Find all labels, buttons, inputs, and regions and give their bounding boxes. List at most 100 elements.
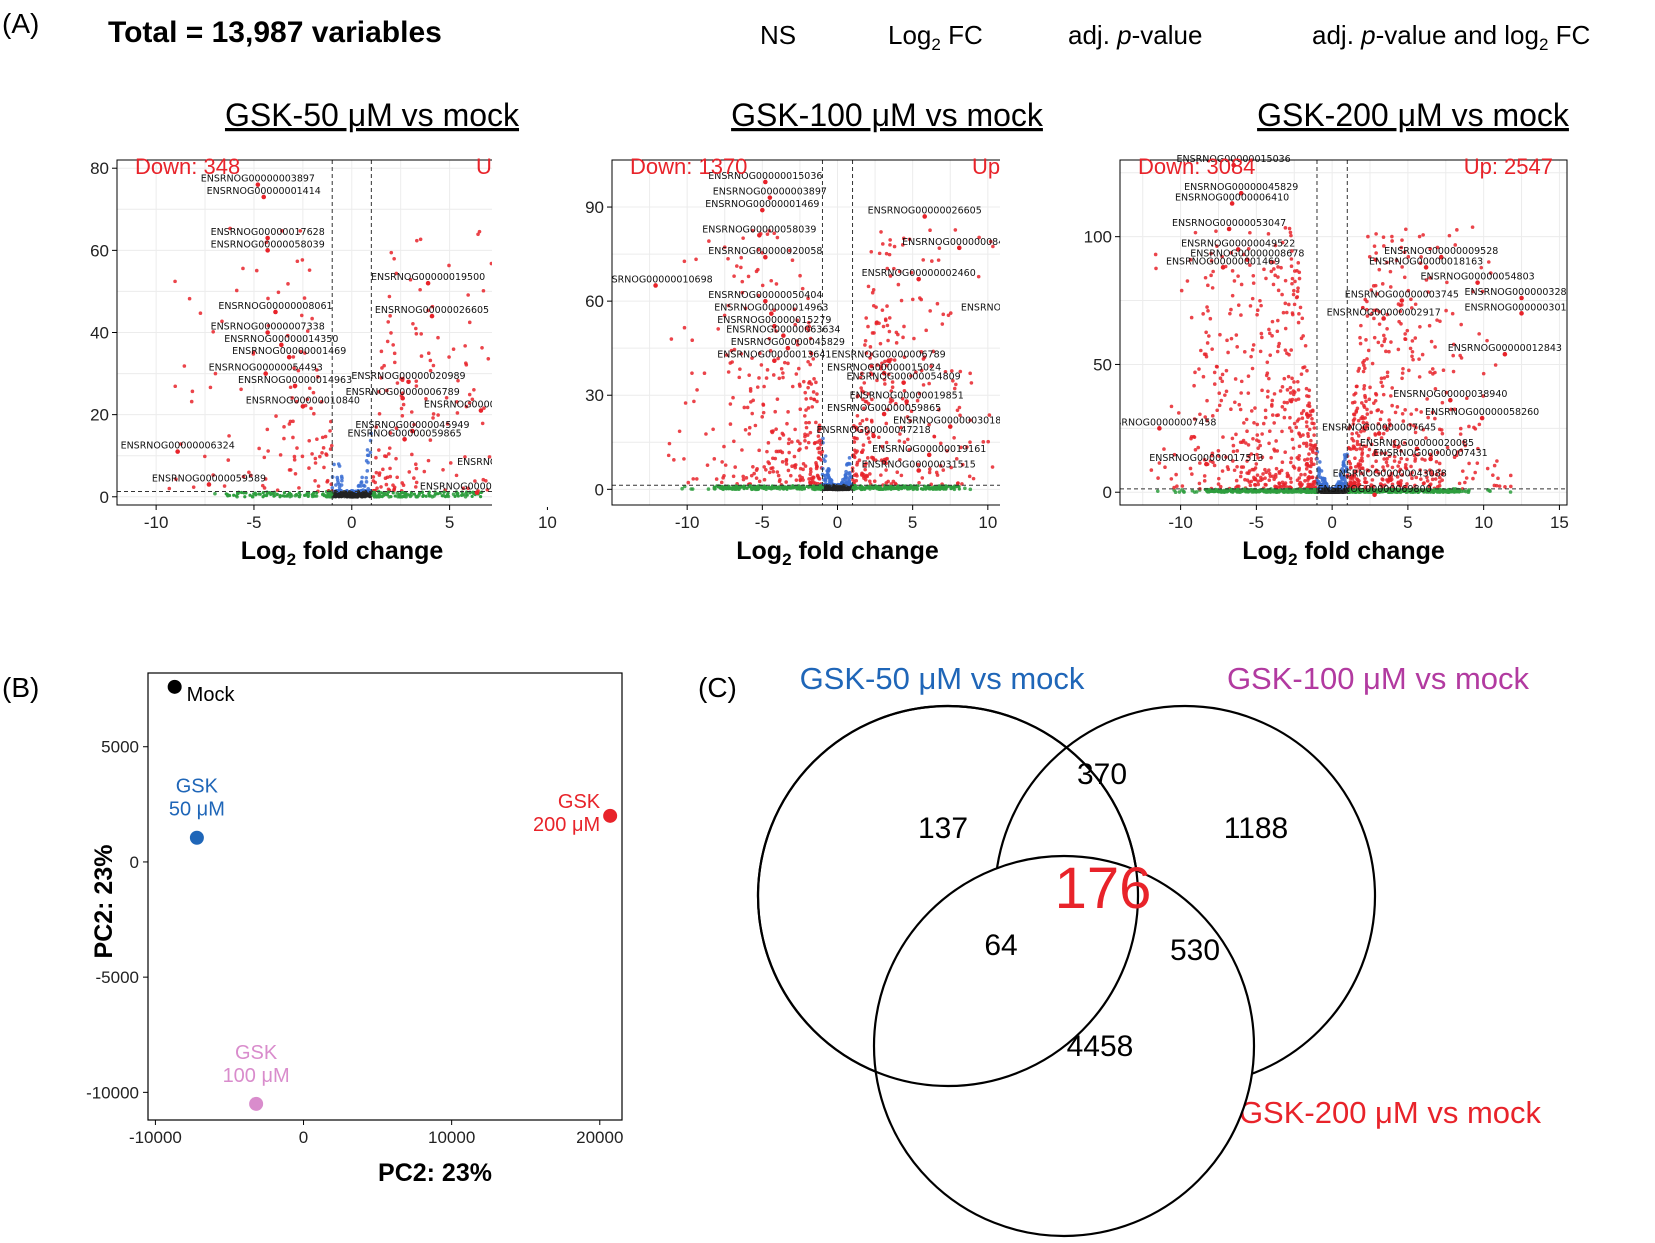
volcano-3-point	[1261, 472, 1265, 476]
volcano-1-point	[258, 492, 262, 496]
volcano-2-gene-label: ENSRNOG00000059865	[827, 403, 941, 414]
volcano-2-point	[758, 351, 762, 356]
volcano-2-point	[731, 474, 736, 479]
volcano-2-point	[743, 485, 747, 489]
volcano-3-point	[1362, 444, 1366, 448]
volcano-1-point	[318, 454, 322, 459]
volcano-3-point	[1289, 257, 1294, 261]
volcano-2-point	[786, 410, 790, 414]
legend-log2fc-rest: FC	[940, 20, 983, 50]
volcano-3-point	[1305, 424, 1309, 429]
volcano-2-point	[752, 485, 757, 489]
volcano-3-point	[1467, 424, 1471, 429]
volcano-2-point	[938, 487, 942, 491]
volcano-1-point	[234, 288, 239, 293]
volcano-3-point	[1418, 261, 1423, 265]
volcano-3-point	[1363, 393, 1367, 398]
legend-padj-suffix: -value	[1131, 20, 1203, 50]
volcano-1-point	[173, 279, 177, 284]
volcano-2-point	[800, 286, 805, 291]
volcano-3-point	[1289, 348, 1293, 352]
volcano-3-point	[1276, 318, 1280, 323]
volcano-3-point	[1400, 238, 1404, 242]
volcano-3-point	[1214, 364, 1219, 369]
volcano-2-labeled-point	[760, 207, 765, 213]
volcano-3-point	[1234, 478, 1239, 483]
volcano-3-point	[1307, 452, 1311, 456]
volcano-2-point	[796, 366, 801, 371]
volcano-2-point	[868, 356, 872, 360]
volcano-3-point	[1268, 331, 1272, 336]
volcano-1-point	[299, 313, 304, 318]
volcano-3-point	[1400, 265, 1404, 269]
volcano-3-point	[1307, 483, 1312, 487]
volcano-1-point	[480, 345, 484, 350]
volcano-3-point	[1288, 476, 1293, 481]
volcano-3-point	[1239, 470, 1244, 475]
volcano-3-point	[1385, 374, 1390, 379]
volcano-3-point	[1351, 422, 1356, 426]
volcano-2-point	[877, 435, 881, 440]
volcano-2-point	[902, 440, 907, 445]
volcano-2-point	[726, 370, 731, 374]
volcano-2-point	[762, 477, 767, 482]
volcano-2-gene-label: ENSRNOG00000015036	[708, 171, 822, 182]
volcano-3-point	[1290, 311, 1295, 315]
volcano-3-point	[1417, 375, 1422, 379]
volcano-2-point	[716, 327, 721, 331]
volcano-2-point	[821, 440, 825, 445]
volcano-2-labeled-point	[904, 399, 909, 404]
volcano-1-point	[395, 381, 400, 385]
volcano-3-point	[1153, 252, 1158, 257]
volcano-2-point	[781, 375, 785, 380]
volcano-1-point	[247, 470, 251, 475]
volcano-1-point	[312, 411, 316, 416]
volcano-2-point	[803, 439, 807, 443]
volcano-3-point	[1347, 482, 1352, 486]
volcano-1-labeled-point	[286, 354, 292, 360]
volcano-3-point	[1212, 463, 1217, 468]
volcano-2-point	[894, 330, 899, 335]
volcano-1-labeled-point	[273, 309, 278, 315]
volcano-1-point	[361, 494, 365, 498]
volcano-1-gene-label: ENSRNOG00000001414	[207, 186, 321, 197]
volcano-1-labeled-point	[255, 182, 261, 187]
volcano-3-point	[1455, 450, 1460, 454]
volcano-2-point	[948, 311, 953, 315]
volcano-2-point	[882, 377, 887, 382]
volcano-2-point	[987, 413, 992, 417]
volcano-2-point	[929, 364, 933, 369]
volcano-1-point	[456, 491, 460, 495]
volcano-3-point	[1355, 442, 1360, 447]
volcano-3-point	[1282, 400, 1287, 405]
volcano-2-point	[762, 384, 766, 389]
volcano-3-point	[1372, 316, 1376, 321]
volcano-3-point	[1292, 302, 1297, 307]
volcano-3-point	[1246, 471, 1251, 476]
volcano-1-point	[254, 493, 258, 497]
volcano-1-gene-label: ENSRNOG00000003897	[201, 174, 315, 185]
volcano-3-point	[1267, 468, 1271, 473]
volcano-2-point	[854, 425, 859, 430]
volcano-1-point	[454, 473, 459, 478]
volcano-2-point	[874, 320, 879, 325]
volcano-3-point	[1202, 479, 1207, 483]
volcano-1-point	[280, 229, 284, 233]
volcano-3-point	[1413, 336, 1418, 340]
volcano-1-point	[401, 402, 406, 407]
volcano-2-point	[895, 486, 899, 490]
volcano-2-labeled-point	[781, 333, 786, 338]
volcano-3-point	[1372, 244, 1377, 248]
volcano-2-point	[796, 439, 800, 443]
volcano-2-point	[900, 396, 905, 401]
volcano-3-point	[1363, 476, 1367, 481]
volcano-3-point	[1292, 288, 1296, 293]
volcano-3-point	[1162, 447, 1166, 451]
volcano-1-point	[335, 478, 340, 482]
volcano-3-point	[1410, 470, 1414, 475]
volcano-2-point	[791, 484, 795, 488]
volcano-2-point	[724, 353, 729, 357]
volcano-1-point	[486, 356, 491, 361]
volcano-2-ytick-label: 30	[585, 386, 604, 405]
volcano-3-point	[1366, 348, 1371, 353]
